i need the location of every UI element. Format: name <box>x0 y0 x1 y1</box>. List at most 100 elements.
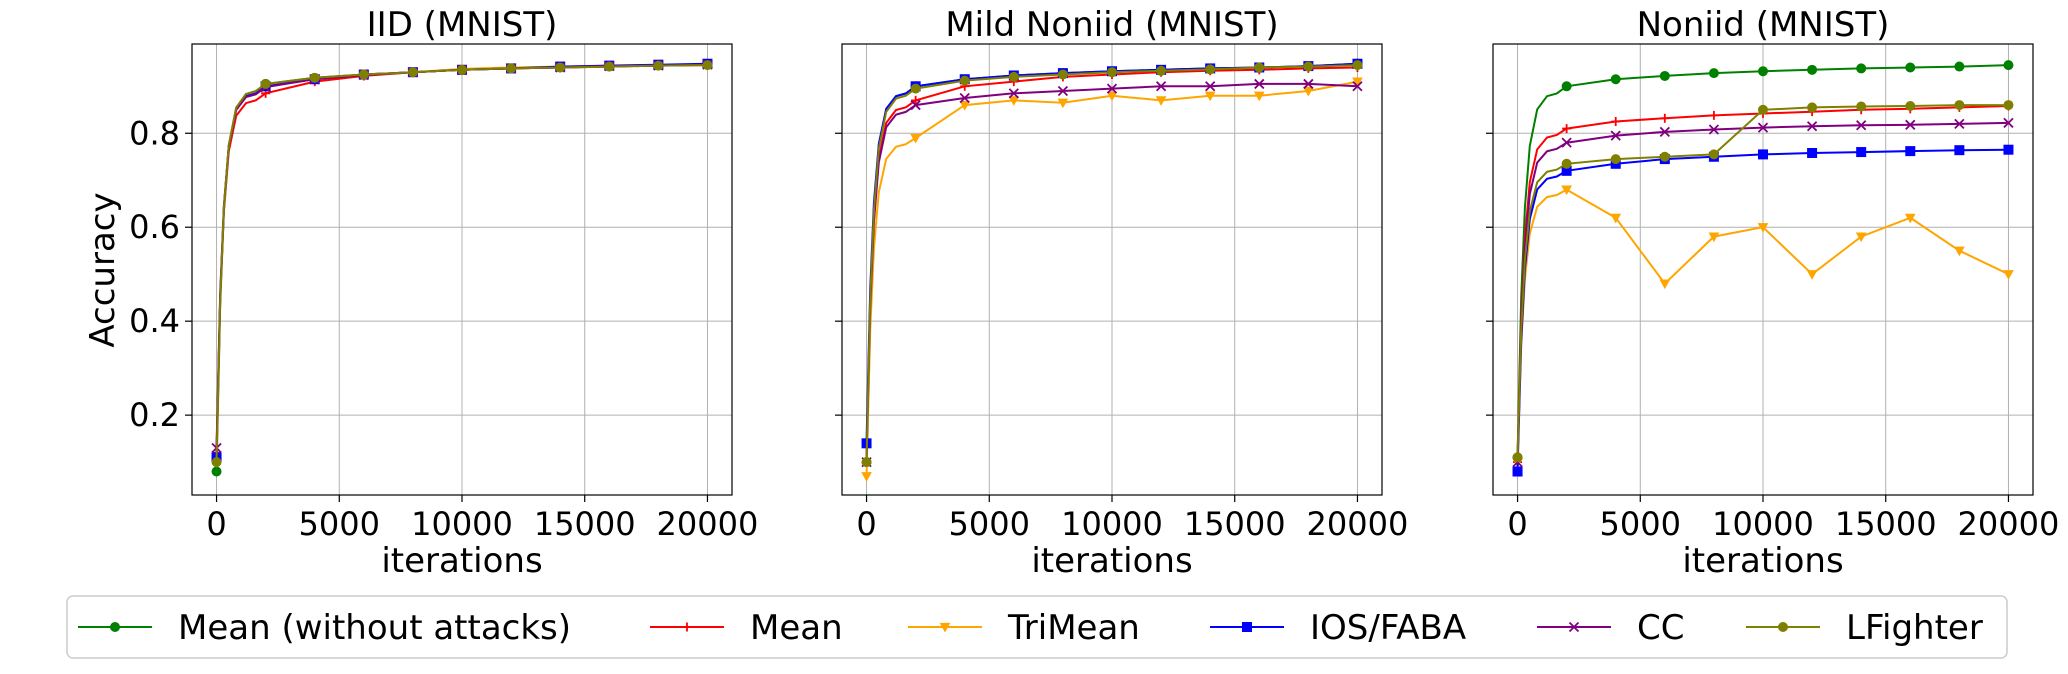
data-point <box>1807 102 1818 113</box>
data-point <box>1807 64 1818 75</box>
data-point <box>1659 70 1670 81</box>
data-point <box>1254 62 1265 73</box>
legend-label: TriMean <box>1007 608 1140 648</box>
data-point <box>1205 81 1216 92</box>
data-point <box>1057 98 1069 109</box>
data-point <box>1856 101 1867 112</box>
legend-marker <box>1778 622 1788 632</box>
legend-label: CC <box>1637 608 1684 648</box>
x-axis-label: iterations <box>1682 541 1843 581</box>
legend-label: Mean (without attacks) <box>178 608 571 648</box>
data-point <box>1107 67 1117 78</box>
x-tick-label: 20000 <box>1307 505 1409 543</box>
data-point <box>910 133 921 144</box>
series-lfighter <box>861 60 1363 468</box>
data-point <box>1253 91 1265 102</box>
data-point <box>1905 62 1916 73</box>
x-tick-label: 5000 <box>299 505 380 543</box>
legend-label: LFighter <box>1846 608 1983 648</box>
data-point <box>1512 466 1523 477</box>
data-point <box>506 63 517 74</box>
x-tick-label: 15000 <box>1835 505 1937 543</box>
data-point <box>1512 452 1523 463</box>
data-point <box>1904 213 1916 224</box>
subplot-mild-noniid: 0 5000 10000 15000 20000 Mild Noniid (MNIST)… <box>835 5 1408 581</box>
data-point <box>1352 77 1363 88</box>
data-point <box>1855 232 1867 243</box>
x-axis-label: iterations <box>381 541 542 581</box>
data-point <box>1610 74 1621 85</box>
data-point <box>2003 270 2014 280</box>
legend-entry: CC <box>1537 608 1684 648</box>
legend-label: Mean <box>750 608 843 648</box>
data-point <box>211 466 222 477</box>
data-point <box>1610 154 1621 165</box>
data-point <box>702 60 713 71</box>
data-point <box>1954 246 1965 257</box>
data-point <box>1660 113 1670 123</box>
data-point <box>2003 117 2014 129</box>
legend-entry: Mean <box>650 608 843 648</box>
legend-entry: TriMean <box>908 608 1140 648</box>
data-point <box>911 95 921 105</box>
subplot-iid: 0 5000 10000 15000 20000 0.2 0.4 0.6 0.8 IID (MN… <box>83 5 758 581</box>
legend-entry: LFighter <box>1746 608 1983 648</box>
tick-group: 0 5000 10000 15000 20000 0.2 0.4 0.6 0.8 <box>129 114 758 543</box>
x-tick-label: 20000 <box>1958 505 2060 543</box>
data-point <box>653 60 664 71</box>
legend-marker <box>1242 622 1252 632</box>
data-point <box>555 62 566 73</box>
data-point <box>1758 66 1768 77</box>
series-lfighter <box>1512 100 2014 463</box>
data-point <box>1561 185 1572 196</box>
data-point <box>1155 96 1167 106</box>
data-point <box>1659 126 1670 137</box>
y-tick-label: 0.6 <box>129 208 180 246</box>
data-point <box>1758 104 1768 115</box>
data-point <box>910 99 921 111</box>
series-trimean <box>1512 185 2014 468</box>
x-tick-label: 10000 <box>1712 505 1814 543</box>
x-tick-label: 0 <box>206 505 226 543</box>
data-point <box>1254 78 1265 90</box>
data-point <box>1205 64 1216 75</box>
data-point <box>1757 223 1769 233</box>
series-group <box>861 58 1363 482</box>
data-point <box>910 83 921 94</box>
data-point <box>309 72 320 83</box>
data-point <box>1757 122 1769 133</box>
x-tick-label: 0 <box>1507 505 1527 543</box>
data-point <box>861 457 872 468</box>
data-point <box>1659 151 1670 162</box>
legend-entry: IOS/FABA <box>1210 608 1466 648</box>
x-tick-label: 15000 <box>534 505 636 543</box>
series-trimean <box>861 77 1363 482</box>
data-point <box>1708 149 1719 160</box>
data-point <box>1303 86 1314 97</box>
legend: Mean (without attacks) Mean TriMean IOS/FAB… <box>66 595 2008 659</box>
data-point <box>1610 130 1621 141</box>
legend-marker <box>1568 621 1580 633</box>
data-point <box>1709 110 1719 120</box>
data-point <box>1708 124 1720 135</box>
data-point <box>1954 118 1965 130</box>
legend-frame <box>66 595 2008 659</box>
data-point <box>1610 213 1622 224</box>
data-point <box>959 100 971 111</box>
x-tick-label: 10000 <box>1061 505 1163 543</box>
gridlines <box>192 44 732 495</box>
data-point <box>1806 121 1818 132</box>
y-tick-label: 0.8 <box>129 114 180 152</box>
subplot-noniid: 0 5000 10000 15000 20000 Noniid (MNIST) iter… <box>1486 5 2059 581</box>
data-point <box>1156 65 1167 76</box>
data-point <box>1057 69 1068 80</box>
series-group <box>1512 60 2014 477</box>
series-cc <box>861 78 1363 468</box>
data-point <box>407 67 418 78</box>
series-lfighter <box>211 60 713 468</box>
data-point <box>1954 61 1965 72</box>
series-mean-without-attacks <box>1512 60 2014 463</box>
data-point <box>1856 63 1867 74</box>
y-tick-label: 0.2 <box>129 396 180 434</box>
